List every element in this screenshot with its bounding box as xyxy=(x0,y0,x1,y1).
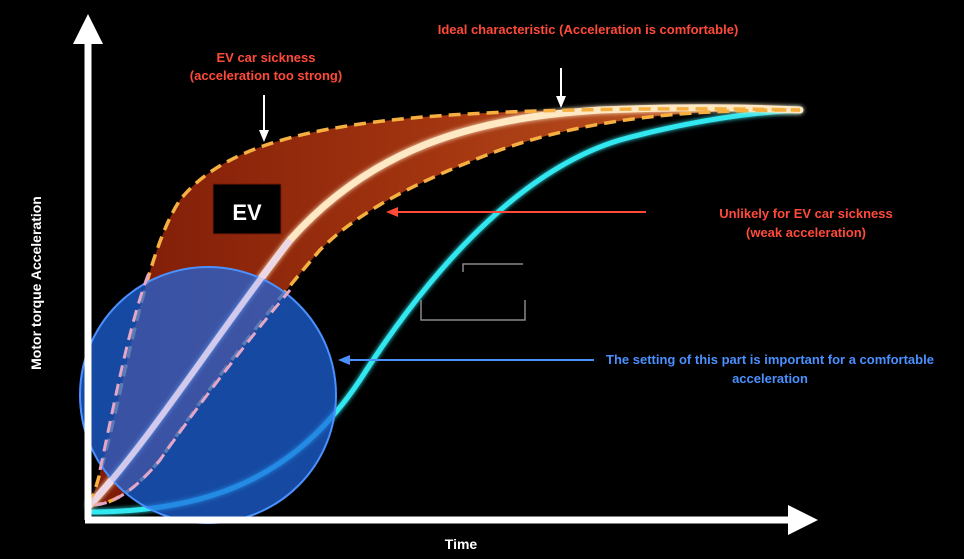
ideal-annotation: Ideal characteristic (Acceleration is co… xyxy=(438,22,739,37)
arrow-weak xyxy=(386,207,646,217)
weak-annotation-line2: (weak acceleration) xyxy=(746,225,866,240)
arrow-sickness xyxy=(259,95,269,142)
ev-box xyxy=(212,183,282,235)
upper-dash-in-circle xyxy=(98,269,152,471)
x-axis-label: Time xyxy=(445,536,478,552)
y-axis-arrow xyxy=(73,14,103,44)
weak-annotation-line1: Unlikely for EV car sickness xyxy=(719,206,892,221)
x-axis-arrow xyxy=(788,505,818,535)
arrow-ideal xyxy=(556,68,566,108)
bracket-top xyxy=(462,263,523,272)
ev-box-label: EV xyxy=(232,200,262,225)
setting-annotation-line2: acceleration xyxy=(732,371,808,386)
sickness-annotation-line2: (acceleration too strong) xyxy=(190,68,342,83)
ideal-curve-in-circle xyxy=(87,238,293,508)
sickness-annotation-line1: EV car sickness xyxy=(216,50,315,65)
lower-dash-in-circle xyxy=(94,289,292,507)
strong-curve-upper xyxy=(88,107,801,506)
arrow-setting xyxy=(338,355,594,365)
bracket-bottom xyxy=(420,300,526,321)
y-axis-label: Motor torque Acceleration xyxy=(28,196,44,370)
setting-annotation-line1: The setting of this part is important fo… xyxy=(606,352,934,367)
